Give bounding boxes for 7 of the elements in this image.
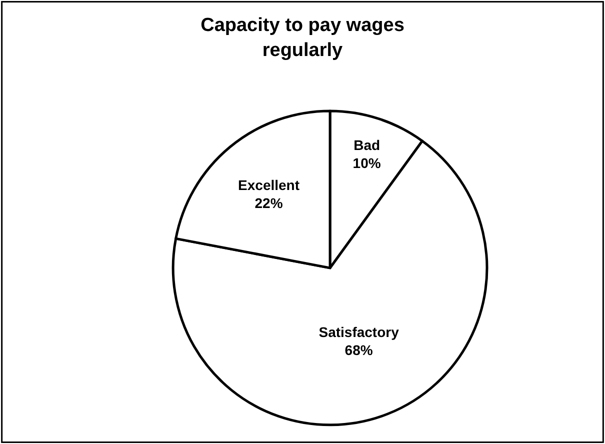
- slice-label: Excellent: [238, 176, 300, 193]
- slice-label: Satisfactory: [318, 324, 400, 340]
- data-label: 22%: [254, 195, 284, 212]
- data-label: 10%: [352, 155, 382, 172]
- slice-label: Bad: [354, 136, 380, 153]
- data-label: 68%: [344, 342, 374, 358]
- chart-title: Capacity to pay wages regularly: [200, 15, 404, 61]
